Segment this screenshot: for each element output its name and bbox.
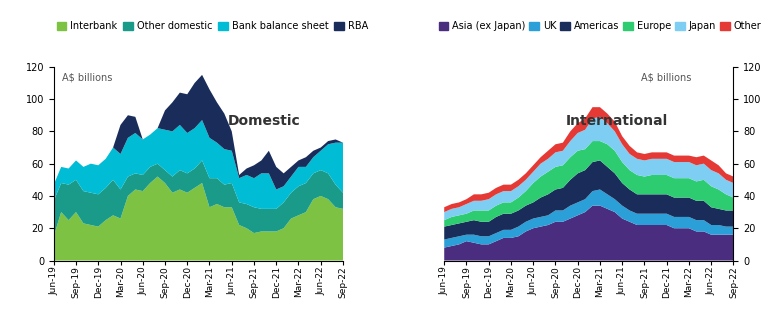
Text: A$ billions: A$ billions: [62, 72, 113, 82]
Legend: Interbank, Other domestic, Bank balance sheet, RBA: Interbank, Other domestic, Bank balance …: [53, 17, 372, 35]
Legend: Asia (ex Japan), UK, Americas, Europe, Japan, Other: Asia (ex Japan), UK, Americas, Europe, J…: [435, 17, 765, 35]
Text: Domestic: Domestic: [227, 114, 300, 128]
Text: International: International: [566, 114, 668, 128]
Text: A$ billions: A$ billions: [641, 72, 691, 82]
